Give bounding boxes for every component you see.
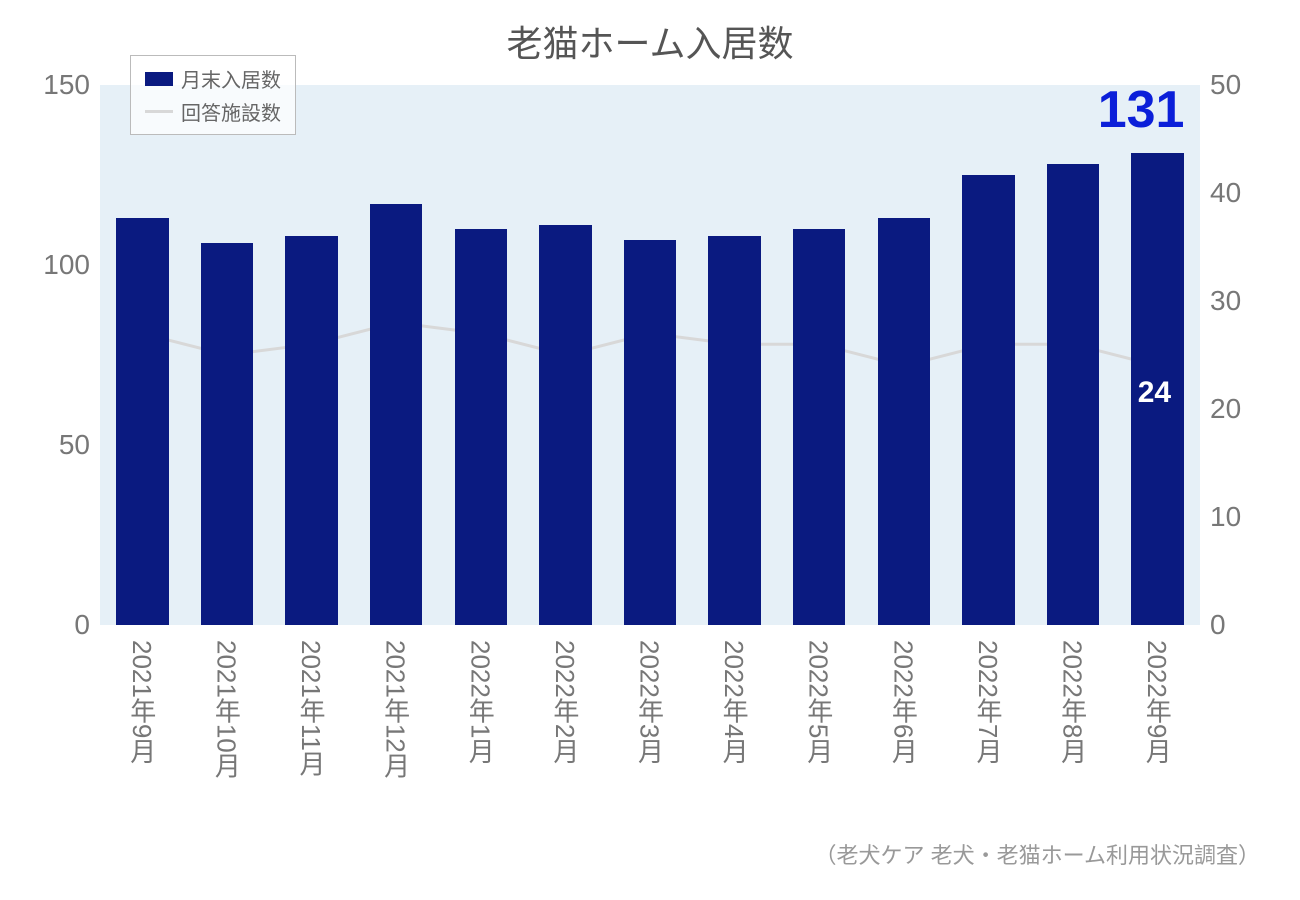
bar: [962, 175, 1014, 625]
legend-bar-label: 月末入居数: [181, 64, 281, 93]
legend-bar-swatch: [145, 72, 173, 86]
bar: [116, 218, 168, 625]
x-axis-label: 2022年5月: [801, 640, 838, 810]
bar: [708, 236, 760, 625]
x-axis-label: 2022年8月: [1055, 640, 1092, 810]
bar: [624, 240, 676, 625]
right-axis-tick: 40: [1210, 177, 1280, 209]
bar: [201, 243, 253, 625]
right-axis-tick: 20: [1210, 393, 1280, 425]
right-axis-tick: 0: [1210, 609, 1280, 641]
x-axis-label: 2021年10月: [208, 640, 245, 810]
right-axis-tick: 10: [1210, 501, 1280, 533]
left-axis-tick: 100: [20, 249, 90, 281]
right-axis-tick: 30: [1210, 285, 1280, 317]
legend-line-swatch: [145, 110, 173, 113]
legend-line-label: 回答施設数: [181, 97, 281, 126]
x-axis-label: 2022年1月: [462, 640, 499, 810]
right-axis-tick: 50: [1210, 69, 1280, 101]
bar: [793, 229, 845, 625]
left-axis-tick: 150: [20, 69, 90, 101]
x-axis-label: 2022年6月: [885, 640, 922, 810]
plot-area: [100, 85, 1200, 625]
highlight-line-value: 24: [1138, 376, 1171, 410]
bar: [285, 236, 337, 625]
left-axis-tick: 50: [20, 429, 90, 461]
x-axis-label: 2022年7月: [970, 640, 1007, 810]
chart-container: 老猫ホーム入居数 月末入居数 回答施設数 （老犬ケア 老犬・老猫ホーム利用状況調…: [0, 0, 1300, 900]
bar: [1047, 164, 1099, 625]
footer-note: （老犬ケア 老犬・老猫ホーム利用状況調査）: [815, 838, 1260, 870]
x-axis-label: 2022年3月: [632, 640, 669, 810]
bar: [455, 229, 507, 625]
legend-row-bar: 月末入居数: [145, 62, 281, 95]
legend-row-line: 回答施設数: [145, 95, 281, 128]
highlight-bar-value: 131: [1098, 80, 1185, 140]
left-axis-tick: 0: [20, 609, 90, 641]
bar: [370, 204, 422, 625]
x-axis-label: 2022年4月: [716, 640, 753, 810]
x-axis-label: 2021年11月: [293, 640, 330, 810]
x-axis-label: 2022年9月: [1139, 640, 1176, 810]
bar: [539, 225, 591, 625]
x-axis-label: 2022年2月: [547, 640, 584, 810]
x-axis-label: 2021年12月: [378, 640, 415, 810]
x-axis-label: 2021年9月: [124, 640, 161, 810]
legend: 月末入居数 回答施設数: [130, 55, 296, 135]
bar: [878, 218, 930, 625]
